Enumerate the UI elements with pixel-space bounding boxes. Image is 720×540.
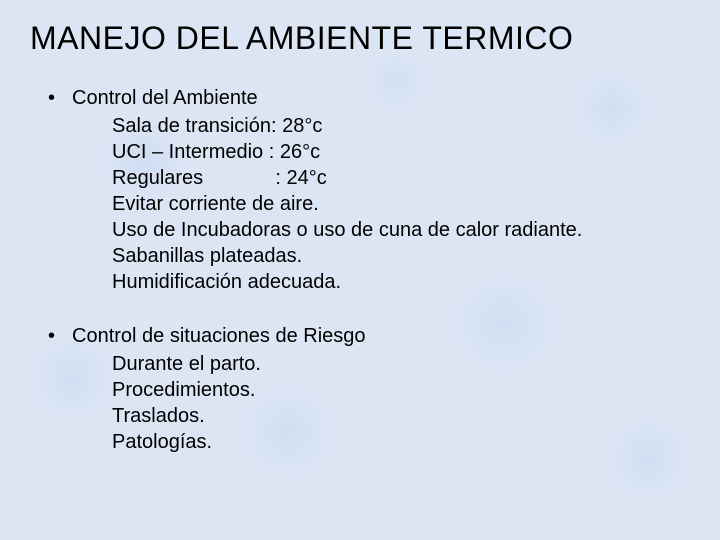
slide-title: MANEJO DEL AMBIENTE TERMICO bbox=[30, 20, 690, 57]
slide-container: MANEJO DEL AMBIENTE TERMICO Control del … bbox=[0, 0, 720, 540]
sub-item: Durante el parto. bbox=[112, 351, 690, 377]
sub-item: Regulares : 24°c bbox=[112, 165, 690, 191]
sub-item: Sabanillas plateadas. bbox=[112, 243, 690, 269]
sub-item: Sala de transición: 28°c bbox=[112, 113, 690, 139]
bullet-item: Control del Ambiente Sala de transición:… bbox=[48, 85, 690, 295]
sub-item: Uso de Incubadoras o uso de cuna de calo… bbox=[112, 217, 690, 243]
sub-list: Durante el parto. Procedimientos. Trasla… bbox=[112, 351, 690, 455]
sub-item: Procedimientos. bbox=[112, 377, 690, 403]
bullet-heading: Control del Ambiente bbox=[72, 87, 258, 109]
sub-item: Humidificación adecuada. bbox=[112, 269, 690, 295]
sub-item: Evitar corriente de aire. bbox=[112, 191, 690, 217]
bullet-heading: Control de situaciones de Riesgo bbox=[72, 325, 366, 347]
bullet-list: Control del Ambiente Sala de transición:… bbox=[48, 85, 690, 455]
sub-item: Patologías. bbox=[112, 429, 690, 455]
sub-item: Traslados. bbox=[112, 403, 690, 429]
sub-list: Sala de transición: 28°c UCI – Intermedi… bbox=[112, 113, 690, 295]
bullet-item: Control de situaciones de Riesgo Durante… bbox=[48, 323, 690, 455]
sub-item: UCI – Intermedio : 26°c bbox=[112, 139, 690, 165]
